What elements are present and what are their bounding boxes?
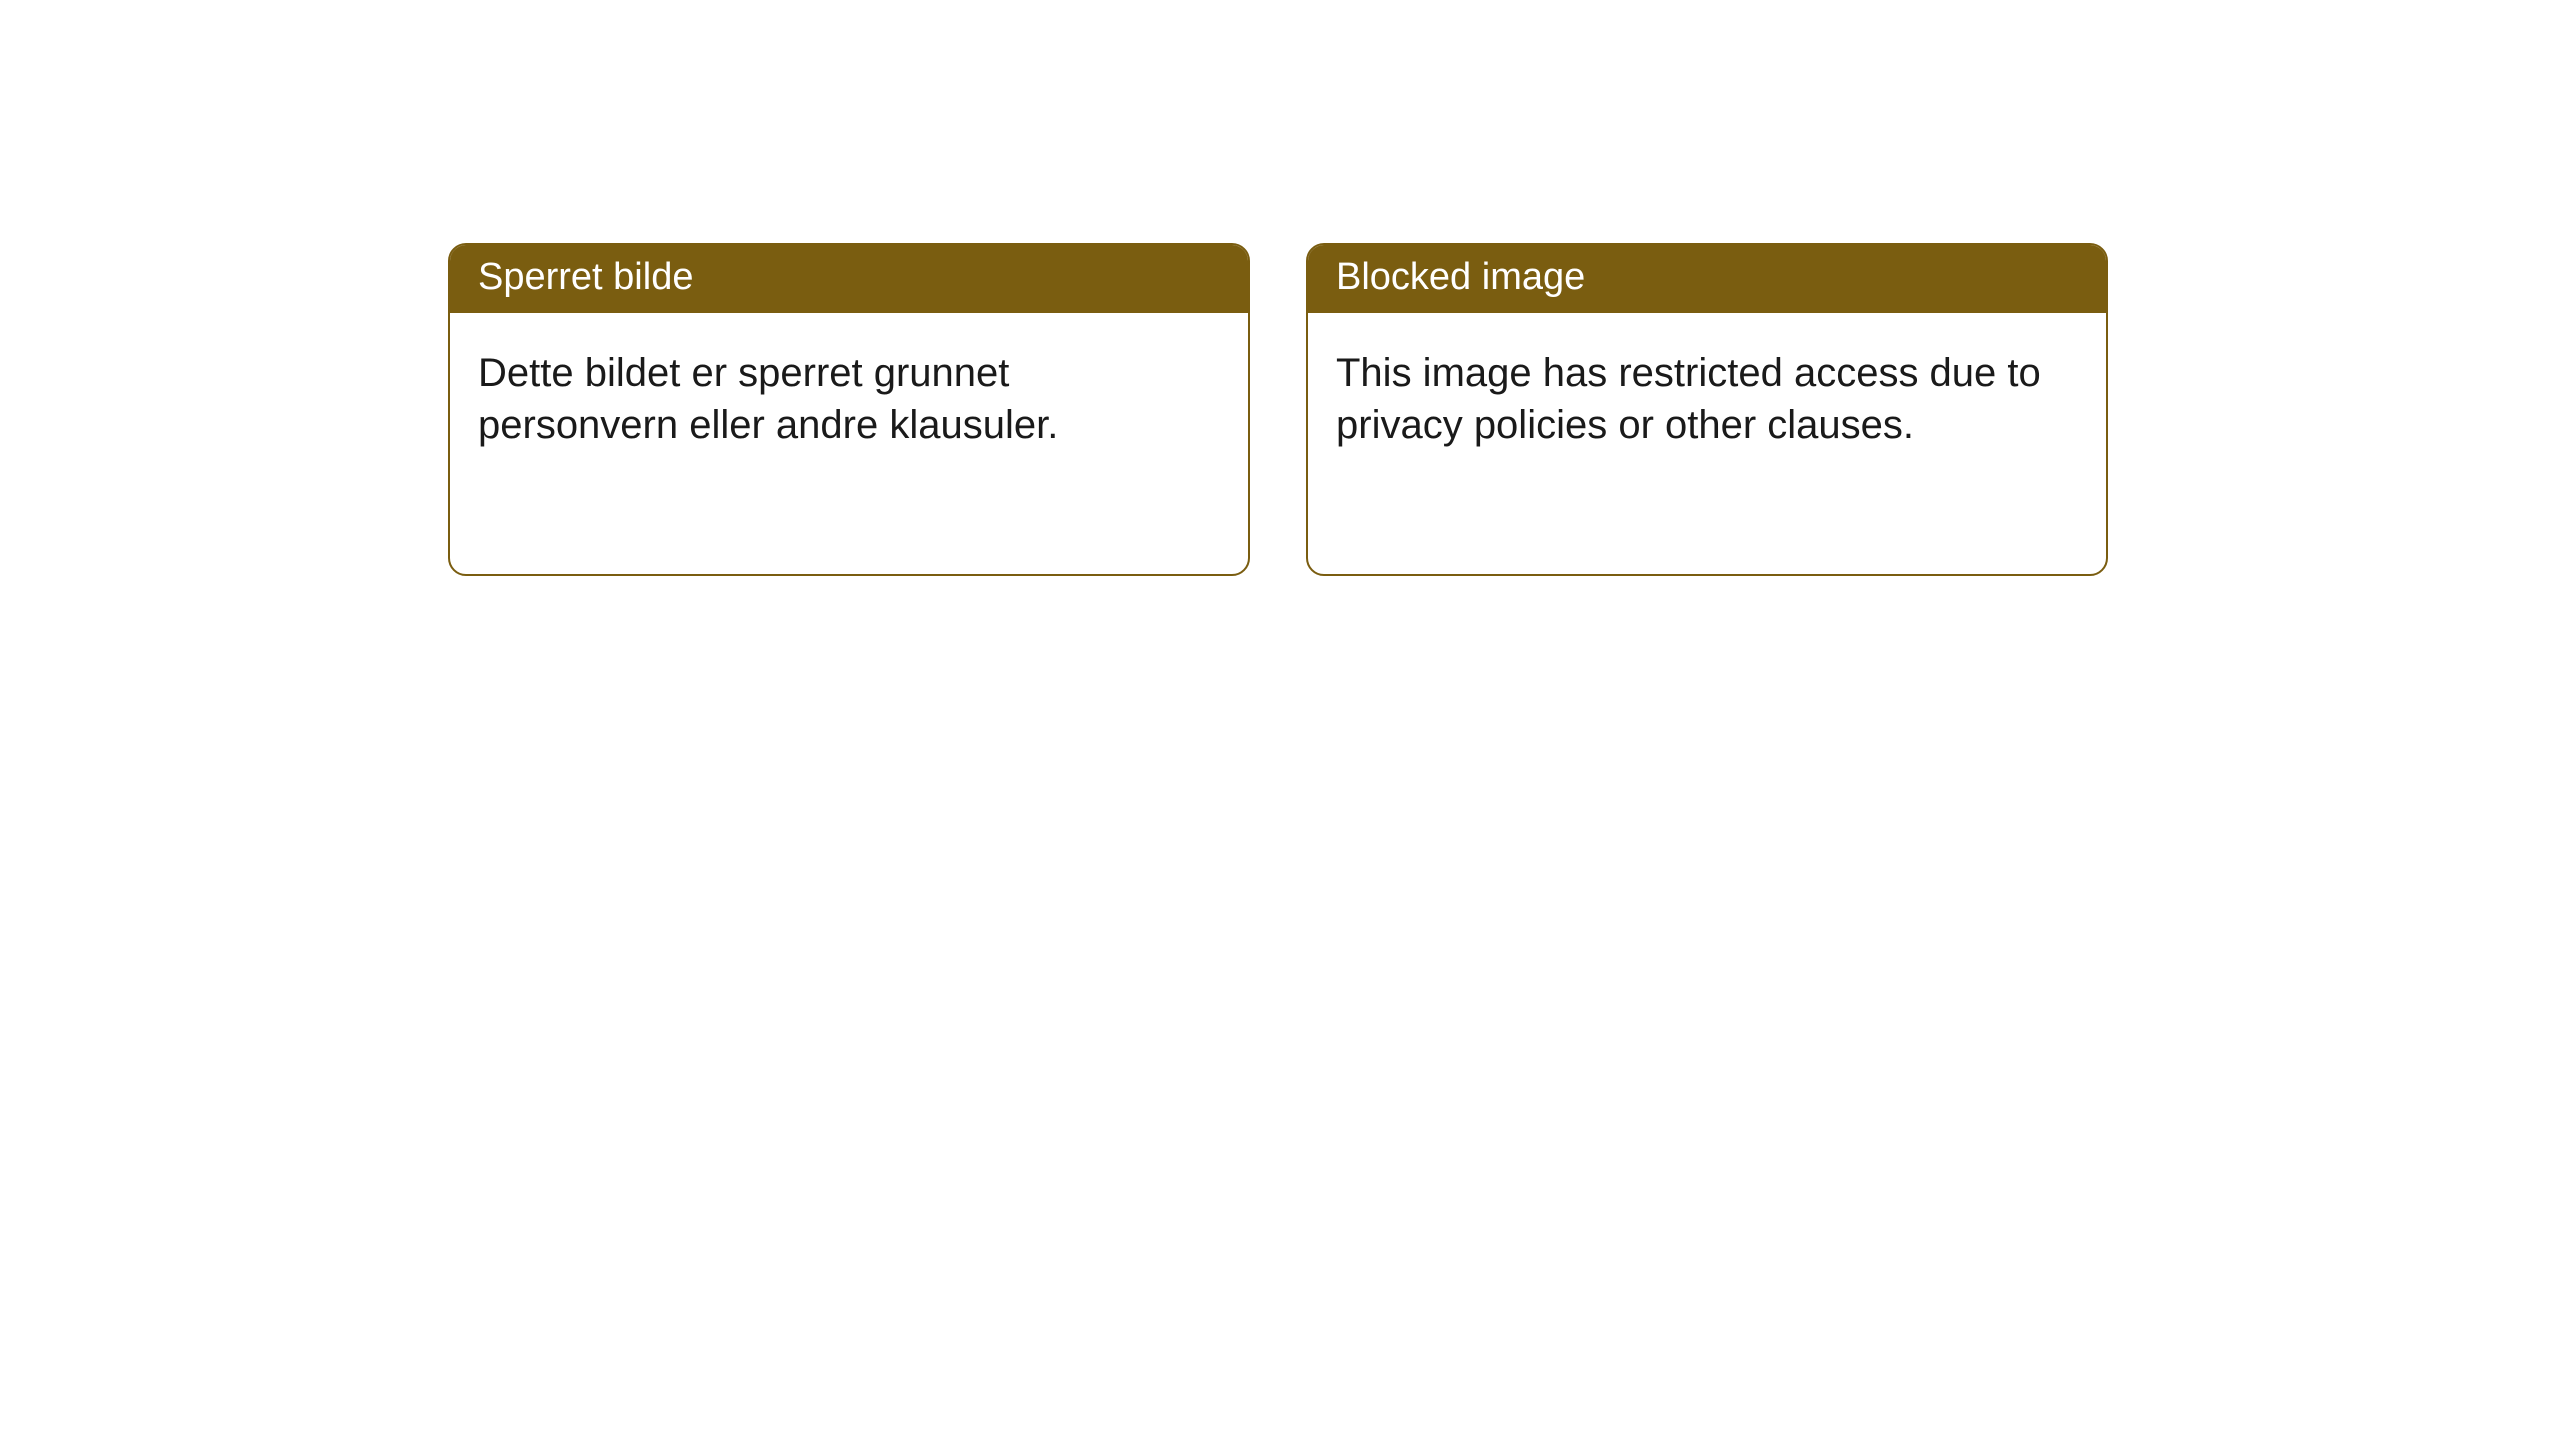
notice-header: Blocked image bbox=[1308, 245, 2106, 313]
notice-card-norwegian: Sperret bilde Dette bildet er sperret gr… bbox=[448, 243, 1250, 576]
notice-header: Sperret bilde bbox=[450, 245, 1248, 313]
notice-body: This image has restricted access due to … bbox=[1308, 313, 2106, 481]
notice-body: Dette bildet er sperret grunnet personve… bbox=[450, 313, 1248, 481]
notice-card-english: Blocked image This image has restricted … bbox=[1306, 243, 2108, 576]
notice-container: Sperret bilde Dette bildet er sperret gr… bbox=[0, 0, 2560, 576]
